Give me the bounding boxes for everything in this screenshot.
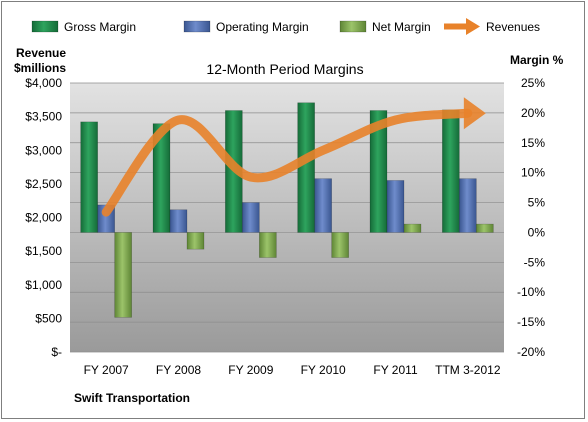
left-axis-title-line1: Revenue <box>16 46 66 60</box>
legend-swatch <box>183 20 211 33</box>
category-label: FY 2008 <box>156 363 201 377</box>
left-tick-label: $4,000 <box>25 76 62 90</box>
left-tick-label: $- <box>51 345 62 359</box>
left-tick-label: $1,000 <box>25 278 62 292</box>
net-margin-bar <box>186 232 205 250</box>
left-axis-ticks: $- $500 $1,000 $1,500 $2,000 $2,500 $3,000 $3,5… <box>25 76 62 359</box>
legend-label: Revenues <box>486 20 540 34</box>
left-axis-title-line2: $millions <box>14 61 66 75</box>
gross-margin-bar <box>369 110 388 233</box>
gross-margin-bar <box>297 102 315 233</box>
right-tick-label: -10% <box>517 285 545 299</box>
revenue-arrowhead <box>463 97 486 130</box>
right-axis-title: Margin % <box>510 53 564 67</box>
legend-label: Gross Margin <box>64 20 136 34</box>
legend-swatch <box>31 20 59 33</box>
legend: Gross Margin Operating Margin Net Margin Re… <box>31 18 540 35</box>
right-tick-label: 10% <box>521 166 545 180</box>
operating-margin-bar <box>242 202 260 233</box>
net-margin-bar <box>331 232 349 258</box>
legend-gross-margin: Gross Margin <box>31 20 136 34</box>
chart-title: 12-Month Period Margins <box>206 61 363 77</box>
left-tick-label: $2,000 <box>25 211 62 225</box>
legend-label: Net Margin <box>372 20 431 34</box>
left-tick-label: $500 <box>35 311 62 325</box>
right-tick-label: -20% <box>517 345 545 359</box>
right-tick-label: 15% <box>521 136 545 150</box>
right-tick-label: -15% <box>517 315 545 329</box>
left-tick-label: $3,000 <box>25 143 62 157</box>
net-margin-bar <box>403 223 422 233</box>
category-label: FY 2011 <box>373 363 418 377</box>
operating-margin-bar <box>314 178 332 233</box>
gross-margin-bar <box>152 123 171 233</box>
gross-margin-bar <box>442 109 460 233</box>
category-label: FY 2010 <box>301 363 346 377</box>
revenue-line <box>101 97 486 217</box>
legend-label: Operating Margin <box>216 20 309 34</box>
net-margin-bar <box>259 232 277 258</box>
company-label: Swift Transportation <box>74 391 190 405</box>
operating-margin-bar <box>386 180 405 233</box>
category-label: TTM 3-2012 <box>435 363 501 377</box>
category-labels: FY 2007 FY 2008 FY 2009 FY 2010 FY 2011 TTM 3… <box>84 363 501 377</box>
right-tick-label: 20% <box>521 106 545 120</box>
right-tick-label: -5% <box>524 255 546 269</box>
left-tick-label: $2,500 <box>25 177 62 191</box>
legend-revenues: Revenues <box>444 18 540 35</box>
left-tick-label: $1,500 <box>25 244 62 258</box>
category-label: FY 2007 <box>84 363 129 377</box>
net-margin-bar <box>476 223 494 233</box>
bars <box>80 102 494 318</box>
left-tick-label: $3,500 <box>25 110 62 124</box>
category-label: FY 2009 <box>228 363 273 377</box>
plot-area <box>70 83 504 352</box>
right-tick-label: 5% <box>528 196 546 210</box>
legend-swatch <box>339 20 367 33</box>
legend-net-margin: Net Margin <box>339 20 431 34</box>
legend-operating-margin: Operating Margin <box>183 20 309 34</box>
right-tick-label: 0% <box>528 225 546 239</box>
revenue-series-line <box>101 108 473 217</box>
net-margin-bar <box>114 232 132 318</box>
right-tick-label: 25% <box>521 76 545 90</box>
legend-swatch-arrow <box>466 18 480 35</box>
operating-margin-bar <box>459 178 477 233</box>
right-axis-ticks: -20% -15% -10% -5% 0% 5% 10% 15% 20% 25% <box>517 76 545 359</box>
gross-margin-bar <box>80 121 98 233</box>
operating-margin-bar <box>169 209 188 233</box>
